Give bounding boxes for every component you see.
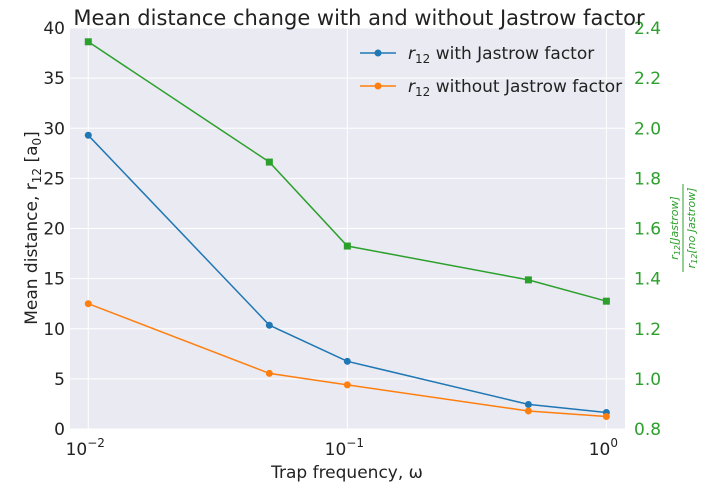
series-2-point-3	[524, 276, 532, 284]
y-tick-label-3: 15	[43, 270, 65, 290]
series-0-point-0	[84, 131, 92, 139]
y-axis-label-unit: [a	[22, 145, 42, 167]
y-tick-label-5: 25	[43, 169, 65, 189]
y2-label-den-sub: 12	[690, 254, 699, 264]
legend-symbol: r	[408, 77, 416, 97]
series-0-point-2	[343, 357, 351, 365]
y-tick-label-0: 0	[54, 420, 65, 440]
y2-tick-label-1: 1.0	[634, 370, 661, 390]
x-tick-label-1: 10−1	[325, 436, 364, 460]
y2-tick-label-6: 2.0	[634, 119, 661, 139]
legend-symbol-sub: 12	[415, 85, 430, 99]
y-axis-label: Mean distance, r12 [a0]	[22, 131, 44, 325]
y2-tick-label-0: 0.8	[634, 420, 661, 440]
y2-tick-labels: 0.8 1.0 1.2 1.4 1.6 1.8 2.0 2.2 2.4	[634, 19, 661, 440]
y-tick-labels: 0 5 10 15 20 25 30 35 40	[43, 19, 65, 440]
y-tick-label-8: 40	[43, 19, 65, 39]
y2-tick-label-4: 1.6	[634, 220, 661, 240]
series-1-point-0	[84, 300, 92, 308]
series-0-point-3	[524, 400, 532, 408]
y-axis-label-unit-sub: 0	[30, 138, 44, 146]
series-2-point-0	[84, 38, 92, 46]
series-1-point-1	[265, 369, 273, 377]
svg-text:r12[no Jastrow]: r12[no Jastrow]	[685, 188, 699, 269]
y2-axis-label: r12[Jastrow] r12[no Jastrow]	[668, 184, 699, 272]
series-0-point-1	[265, 321, 273, 329]
y-tick-label-1: 5	[54, 370, 65, 390]
svg-text:r12 without Jastrow factor: r12 without Jastrow factor	[408, 77, 622, 99]
y-tick-label-7: 35	[43, 69, 65, 89]
series-2-point-2	[343, 242, 351, 250]
legend-label: without Jastrow factor	[436, 77, 622, 97]
svg-text:r12 with Jastrow factor: r12 with Jastrow factor	[408, 44, 594, 66]
y-tick-label-6: 30	[43, 119, 65, 139]
series-2-point-1	[265, 158, 273, 166]
y2-tick-label-5: 1.8	[634, 169, 661, 189]
y2-tick-label-7: 2.2	[634, 69, 661, 89]
series-1-point-2	[343, 381, 351, 389]
series-2-point-4	[602, 297, 610, 305]
legend-entry-with-jastrow: r12 with Jastrow factor	[360, 44, 594, 66]
legend-symbol-sub: 12	[415, 52, 430, 66]
svg-text:r12[Jastrow]: r12[Jastrow]	[668, 196, 682, 260]
series-1-point-4	[602, 412, 610, 420]
series-1-point-3	[524, 407, 532, 415]
x-tick-label-2: 100	[589, 436, 618, 460]
legend: r12 with Jastrow factor r12 without Jast…	[360, 44, 622, 99]
y2-label-den-main: r	[685, 262, 698, 268]
y-tick-label-4: 20	[43, 220, 65, 240]
legend-label: with Jastrow factor	[436, 44, 595, 64]
x-tick-labels: 10−2 10−1 100	[66, 436, 618, 460]
y-tick-label-2: 10	[43, 320, 65, 340]
x-tick-label-0: 10−2	[66, 436, 105, 460]
legend-symbol: r	[408, 44, 416, 64]
y-axis-label-main: Mean distance, r	[22, 183, 42, 325]
chart-title: Mean distance change with and without Ja…	[73, 6, 645, 30]
y2-tick-label-2: 1.2	[634, 320, 661, 340]
y-axis-label-sub: 12	[30, 168, 44, 183]
y2-tick-label-8: 2.4	[634, 19, 661, 39]
legend-entry-without-jastrow: r12 without Jastrow factor	[360, 77, 622, 99]
x-axis-label: Trap frequency, ω	[270, 463, 423, 483]
y-axis-label-unit-end: ]	[22, 131, 42, 138]
y2-label-num-main: r	[668, 254, 681, 260]
y2-tick-label-3: 1.4	[634, 270, 661, 290]
series-markers	[84, 38, 610, 420]
y2-label-den-rest: [no Jastrow]	[685, 188, 698, 254]
svg-text:Mean distance, r12 [a0]: Mean distance, r12 [a0]	[22, 131, 44, 325]
y2-label-num-sub: 12	[673, 245, 682, 255]
y2-label-num-rest: [Jastrow]	[668, 196, 681, 245]
